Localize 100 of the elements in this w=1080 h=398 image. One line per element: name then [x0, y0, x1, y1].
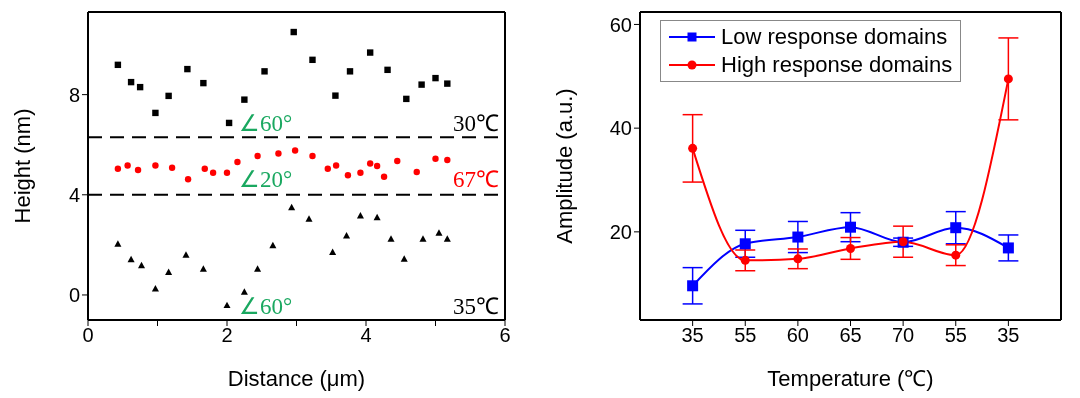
point [324, 165, 331, 172]
annotation: ∠20° [239, 167, 293, 193]
legend-label: Low response domains [721, 23, 948, 51]
point [168, 164, 176, 171]
point [309, 56, 316, 64]
point [269, 241, 277, 249]
point [254, 265, 262, 272]
point [209, 169, 217, 176]
point [432, 74, 439, 82]
point [845, 221, 856, 233]
x-tick-label: 6 [499, 324, 511, 347]
point [400, 255, 408, 262]
annotation: ∠60° [239, 111, 293, 137]
point [288, 203, 296, 211]
y-axis-title: Height (nm) [9, 108, 35, 224]
point [739, 238, 751, 250]
point [740, 255, 750, 265]
y-tick-label: 20 [609, 220, 632, 243]
point [380, 173, 388, 180]
x-axis-title: Temperature (℃) [767, 366, 934, 391]
point [435, 229, 443, 236]
point [1003, 74, 1013, 84]
point [261, 68, 268, 75]
point [114, 165, 122, 172]
point [432, 155, 439, 162]
point [846, 243, 855, 253]
point [240, 288, 248, 295]
point [165, 268, 173, 275]
point [199, 265, 207, 272]
point [201, 165, 208, 172]
point [687, 280, 699, 292]
point [223, 301, 231, 309]
point [344, 172, 352, 179]
point [366, 160, 374, 167]
y-tick-label: 4 [68, 183, 80, 206]
point [373, 162, 381, 170]
legend-label: High response domains [721, 51, 953, 79]
y-tick-label: 60 [609, 13, 632, 36]
point [444, 156, 451, 164]
annotation: ∠60° [239, 293, 293, 319]
point [357, 169, 364, 176]
point [329, 248, 337, 255]
point [275, 150, 282, 157]
point [403, 95, 410, 103]
point [444, 80, 451, 87]
x-tick-label: 4 [360, 324, 372, 347]
point [443, 235, 451, 242]
y-axis-title: Amplitude (a.u.) [551, 88, 577, 244]
point [165, 92, 172, 100]
point [234, 158, 241, 166]
point [137, 261, 146, 269]
point [241, 96, 248, 103]
y-tick-label: 0 [68, 284, 80, 307]
point [951, 250, 961, 260]
y-tick-label: 8 [68, 83, 80, 106]
x-tick-label: 60 [786, 324, 809, 347]
x-tick-label: 70 [892, 324, 915, 347]
point [200, 79, 207, 87]
point [152, 162, 159, 169]
point [184, 176, 192, 183]
point [384, 66, 391, 74]
x-tick-label: 35 [997, 324, 1020, 347]
point [124, 162, 131, 169]
point [332, 92, 339, 99]
text: 35℃ [453, 293, 499, 319]
point [151, 285, 159, 292]
point [114, 240, 122, 247]
point [332, 162, 340, 169]
point [413, 168, 420, 176]
point [950, 222, 962, 234]
point [419, 235, 427, 242]
point [394, 157, 401, 165]
point [688, 143, 698, 153]
series-label: 67℃ [453, 167, 499, 193]
y-tick-label: 40 [609, 117, 632, 140]
series-label: 30℃ [453, 111, 499, 137]
point [366, 49, 374, 56]
point [387, 235, 395, 242]
point [223, 169, 231, 176]
x-tick-label: 35 [681, 324, 704, 347]
x-tick-label: 2 [221, 324, 233, 347]
x-tick-label: 55 [734, 324, 757, 347]
point [793, 254, 803, 264]
x-axis-title: Distance (μm) [227, 366, 366, 391]
point [792, 231, 804, 243]
point [346, 68, 354, 75]
x-tick-label: 0 [82, 324, 94, 347]
point [152, 109, 159, 117]
point [254, 152, 261, 160]
x-tick-label: 65 [839, 324, 862, 347]
point [1002, 242, 1014, 254]
point [184, 65, 191, 73]
point [305, 215, 313, 222]
point [127, 255, 135, 263]
point [134, 166, 142, 174]
x-tick-label: 55 [944, 324, 967, 347]
point [373, 213, 381, 221]
point [309, 152, 316, 160]
point [291, 147, 299, 154]
point [182, 251, 190, 258]
